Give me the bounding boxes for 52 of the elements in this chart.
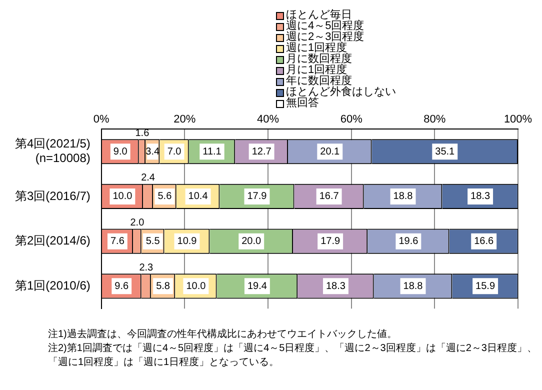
legend-label: 週に2～3回程度 [286, 31, 364, 43]
text: 注2)第1回調査では「週に4～5回程度」は「週に4～5日程度」、「週に2～3回程度」は「週に2～3日程度」、「週に1回程度」は「週に1日程度」となっている。 [48, 342, 538, 370]
data-label: 3.4 [146, 146, 160, 158]
data-label: 17.9 [247, 191, 268, 202]
data-label: 20.1 [320, 146, 340, 158]
legend-label: ほとんど外食はしない [286, 86, 396, 98]
data-label: 10.0 [112, 191, 133, 202]
legend-label: 年に数回程度 [286, 75, 352, 87]
legend-label: ほとんど毎日 [286, 9, 352, 21]
legend-label: 週に1回程度 [286, 42, 348, 54]
data-label: 16.7 [319, 191, 340, 202]
legend-label: 週に4～5回程度 [286, 20, 364, 32]
data-label: 17.9 [320, 236, 340, 248]
data-label: 18.8 [403, 280, 424, 292]
y-tick-label: 第1回(2010/6) [14, 278, 90, 292]
legend-label: 無回答 [286, 97, 319, 109]
x-tick-label: 60% [340, 114, 363, 126]
data-label: 2.4 [141, 172, 156, 184]
data-label: 2.0 [130, 218, 145, 229]
data-label: 5.6 [158, 191, 172, 202]
legend-label: 月に1回程度 [286, 64, 348, 76]
data-label: 5.5 [146, 236, 160, 248]
x-tick-label: 20% [174, 114, 196, 126]
data-label: 15.9 [476, 280, 496, 292]
data-label: 10.9 [177, 236, 198, 248]
data-label: 7.0 [167, 146, 182, 158]
data-label: 9.0 [113, 146, 128, 158]
data-label: 35.1 [435, 146, 456, 158]
x-tick-label: 80% [424, 114, 446, 126]
y-tick-label: 第4回(2021/5) (n=10008) [14, 136, 90, 166]
text: 注1)過去調査は、今回調査の性年代構成比にあわせてウエイトバックした値。 [48, 328, 398, 342]
legend-label: 月に数回程度 [286, 53, 352, 65]
data-label: 10.4 [188, 191, 208, 202]
data-label: 20.0 [242, 236, 262, 248]
data-label: 7.6 [110, 236, 125, 248]
x-tick-label: 100% [504, 114, 532, 126]
data-label: 10.0 [186, 280, 206, 292]
data-label: 18.3 [326, 280, 346, 292]
data-label: 16.6 [474, 236, 494, 248]
y-tick-label: 第2回(2014/6) [14, 234, 90, 248]
data-label: 19.6 [398, 236, 419, 248]
data-label: 9.6 [114, 280, 130, 292]
y-tick-label: 第3回(2016/7) [14, 188, 90, 203]
x-tick-label: 0% [93, 114, 110, 126]
data-label: 12.7 [252, 146, 272, 158]
data-label: 2.3 [139, 262, 154, 274]
data-label: 11.1 [202, 146, 222, 158]
data-label: 5.8 [156, 280, 170, 292]
data-label: 18.3 [470, 191, 490, 202]
data-label: 19.4 [247, 280, 268, 292]
x-tick-label: 40% [257, 114, 280, 126]
data-label: 18.8 [393, 191, 414, 202]
